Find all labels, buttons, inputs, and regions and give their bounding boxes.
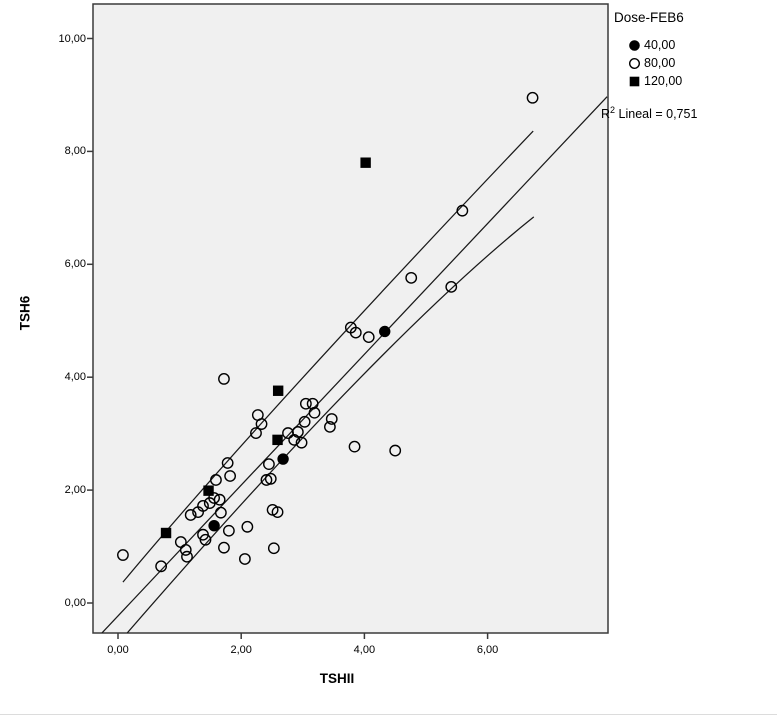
y-tick-label: 0,00: [64, 597, 86, 609]
data-point-80,00: [348, 440, 361, 453]
data-point-80,00: [263, 458, 275, 471]
data-point-80,00: [260, 474, 273, 486]
data-point-80,00: [222, 524, 235, 537]
data-point-80,00: [117, 549, 129, 561]
data-point-80,00: [264, 472, 277, 485]
r2-text: Lineal = 0,751: [615, 107, 698, 122]
data-point-80,00: [299, 397, 312, 410]
data-point-80,00: [267, 542, 280, 555]
data-point-40,00: [208, 519, 220, 532]
r2-base: R: [601, 107, 611, 122]
y-tick-label: 10,00: [58, 32, 86, 45]
r-squared-annotation: R2 Lineal = 0,751: [601, 105, 697, 121]
legend-item-label: 120,00: [644, 74, 683, 88]
data-point-80,00: [214, 506, 227, 519]
data-point-80,00: [255, 418, 268, 430]
data-point-40,00: [379, 325, 391, 338]
data-point-80,00: [184, 509, 197, 521]
open-circle-icon: [628, 57, 641, 69]
data-point-80,00: [308, 406, 321, 419]
legend-item-label: 40,00: [644, 38, 676, 52]
data-point-80,00: [298, 415, 311, 428]
data-point-80,00: [526, 91, 539, 104]
x-tick-label: 6,00: [476, 644, 499, 656]
data-point-80,00: [389, 444, 402, 457]
y-tick-label: 8,00: [64, 145, 86, 158]
data-point-80,00: [325, 413, 338, 425]
legend-title: Dose-FEB6: [614, 10, 684, 25]
legend-item: 120,00: [628, 72, 772, 90]
data-point-120,00: [272, 434, 283, 446]
y-axis-title: TSH6: [17, 295, 33, 331]
data-point-80,00: [324, 420, 336, 433]
data-point-80,00: [445, 280, 458, 293]
ci-lower-line: [126, 216, 535, 633]
data-point-80,00: [210, 474, 222, 486]
window-bottom-divider: [0, 714, 777, 715]
data-point-80,00: [241, 520, 254, 533]
x-axis-title: TSHII: [319, 671, 355, 686]
data-point-120,00: [160, 527, 172, 539]
data-point-120,00: [272, 385, 284, 396]
data-point-80,00: [155, 560, 168, 573]
x-tick-label: 4,00: [353, 644, 376, 656]
data-point-120,00: [360, 157, 371, 168]
data-point-80,00: [218, 541, 230, 554]
data-point-80,00: [291, 426, 304, 438]
legend-marker: [628, 57, 641, 69]
data-point-80,00: [250, 427, 262, 439]
legend-item: 40,00: [628, 36, 772, 54]
legend-item: 80,00: [628, 54, 772, 72]
data-point-80,00: [197, 500, 209, 512]
data-point-80,00: [238, 553, 251, 565]
data-point-80,00: [213, 493, 226, 506]
data-point-80,00: [456, 204, 469, 217]
y-tick-label: 6,00: [64, 258, 86, 271]
data-point-80,00: [271, 506, 284, 519]
y-tick-label: 4,00: [64, 371, 86, 384]
data-point-80,00: [179, 544, 192, 556]
data-point-80,00: [208, 492, 220, 504]
legend: Dose-FEB6 40,00 80,00 120,00: [612, 10, 772, 90]
data-point-80,00: [218, 372, 230, 385]
x-tick-label: 2,00: [230, 644, 252, 656]
r2-exponent: 2: [610, 105, 616, 115]
data-point-80,00: [181, 550, 193, 563]
legend-marker: [629, 39, 640, 51]
data-point-80,00: [362, 331, 375, 344]
data-point-80,00: [295, 436, 308, 449]
x-tick-label: 0,00: [107, 644, 129, 656]
legend-items: 40,00 80,00 120,00: [612, 36, 772, 90]
data-point-80,00: [349, 326, 362, 339]
data-point-80,00: [405, 271, 418, 284]
legend-marker: [629, 76, 640, 86]
data-point-120,00: [203, 485, 214, 496]
data-point-80,00: [306, 397, 319, 410]
legend-item-label: 80,00: [644, 56, 676, 70]
data-point-40,00: [277, 453, 289, 465]
data-point-80,00: [224, 470, 237, 482]
data-point-80,00: [221, 457, 234, 469]
plot-area: [92, 3, 609, 634]
y-tick-label: 2,00: [64, 484, 86, 497]
data-point-80,00: [199, 533, 212, 546]
filled-square-icon: [629, 76, 640, 86]
filled-circle-icon: [629, 39, 640, 51]
